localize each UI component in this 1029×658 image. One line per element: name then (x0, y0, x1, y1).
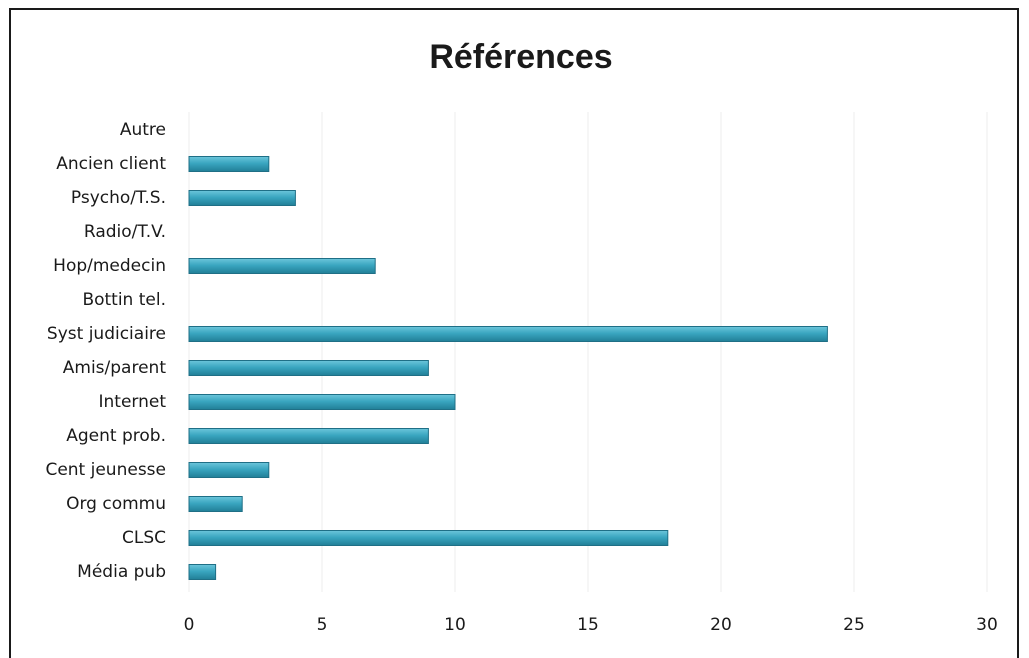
category-label: Autre (120, 120, 166, 140)
category-label: Cent jeunesse (45, 460, 166, 480)
bars (188, 156, 828, 580)
bar (188, 496, 243, 512)
bar (188, 258, 376, 274)
chart-title: Références (429, 38, 612, 76)
gridlines (188, 112, 988, 592)
bar (188, 156, 270, 172)
bar (188, 326, 828, 342)
x-axis-tick-labels: 0 5 10 15 20 25 30 (184, 615, 998, 635)
category-label: Média pub (77, 562, 166, 582)
x-tick-label: 25 (843, 615, 865, 635)
category-label: Psycho/T.S. (71, 188, 166, 208)
bar (188, 564, 217, 580)
category-label: Amis/parent (63, 358, 167, 378)
bar (188, 530, 669, 546)
bar (188, 462, 270, 478)
bar (188, 428, 429, 444)
category-label: Radio/T.V. (84, 222, 166, 242)
category-label: Bottin tel. (82, 290, 166, 310)
x-tick-label: 15 (577, 615, 599, 635)
category-labels: Autre Ancien client Psycho/T.S. Radio/T.V. H… (45, 120, 166, 582)
category-label: Agent prob. (66, 426, 166, 446)
category-label: Internet (98, 392, 166, 412)
category-label: Ancien client (56, 154, 166, 174)
bar (188, 190, 296, 206)
x-tick-label: 30 (976, 615, 998, 635)
category-label: Syst judiciaire (47, 324, 166, 344)
x-tick-label: 0 (184, 615, 195, 635)
bar (188, 360, 429, 376)
category-label: CLSC (122, 528, 166, 548)
x-tick-label: 5 (317, 615, 328, 635)
bar (188, 394, 456, 410)
category-label: Hop/medecin (53, 256, 166, 276)
category-label: Org commu (66, 494, 166, 514)
x-tick-label: 20 (710, 615, 732, 635)
x-tick-label: 10 (444, 615, 466, 635)
